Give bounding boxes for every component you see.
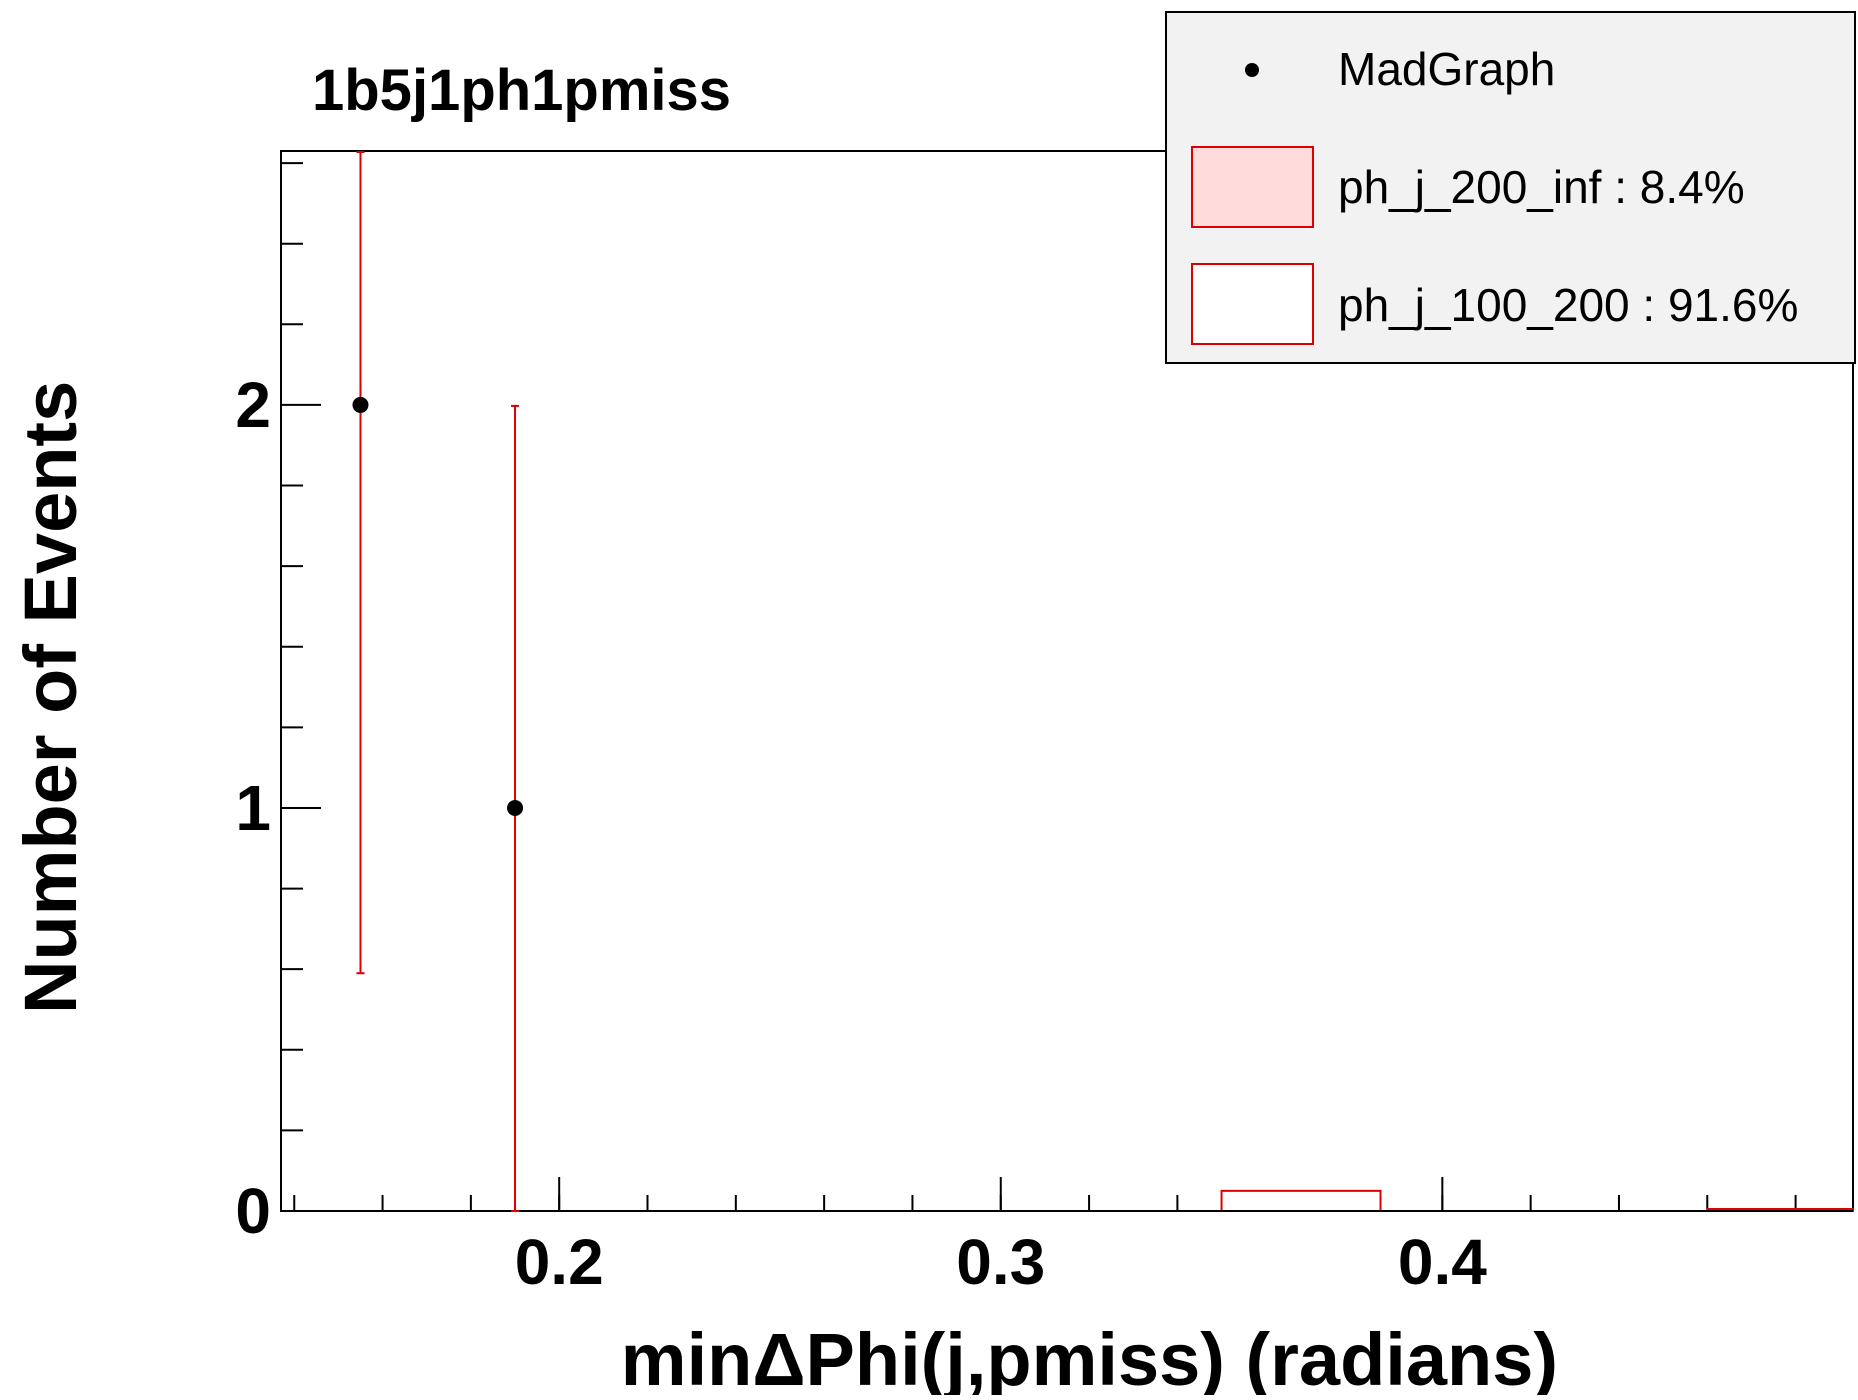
y-axis-label: Number of Events (9, 381, 92, 1014)
legend-swatch-ph-j-100-200 (1191, 263, 1314, 345)
legend-swatch-ph-j-200-inf (1191, 146, 1314, 228)
legend-label-ph-j-200-inf: ph_j_200_inf : 8.4% (1338, 161, 1745, 213)
legend-label-madgraph: MadGraph (1338, 43, 1555, 95)
legend: MadGraph ph_j_200_inf : 8.4% ph_j_100_20… (1165, 11, 1856, 364)
legend-label-ph-j-100-200: ph_j_100_200 : 91.6% (1338, 279, 1798, 331)
y-tick-label: 1 (235, 772, 271, 844)
x-tick-label: 0.4 (1398, 1226, 1487, 1298)
x-tick-label: 0.2 (515, 1226, 604, 1298)
histogram-bin (1220, 1189, 1382, 1212)
x-axis-ticks: 0.2 0.3 0.4 (293, 1177, 1797, 1298)
chart-title: 1b5j1ph1pmiss (312, 58, 731, 123)
y-tick-label: 2 (235, 369, 271, 441)
data-point (507, 799, 524, 816)
histogram-bins (281, 1189, 1854, 1212)
y-tick-label: 0 (235, 1175, 271, 1247)
data-points (352, 151, 524, 1212)
x-axis-label: minΔPhi(j,pmiss) (radians) (621, 1318, 1558, 1395)
data-point (352, 396, 369, 413)
x-tick-label: 0.3 (956, 1226, 1045, 1298)
legend-marker-madgraph (1245, 63, 1259, 77)
